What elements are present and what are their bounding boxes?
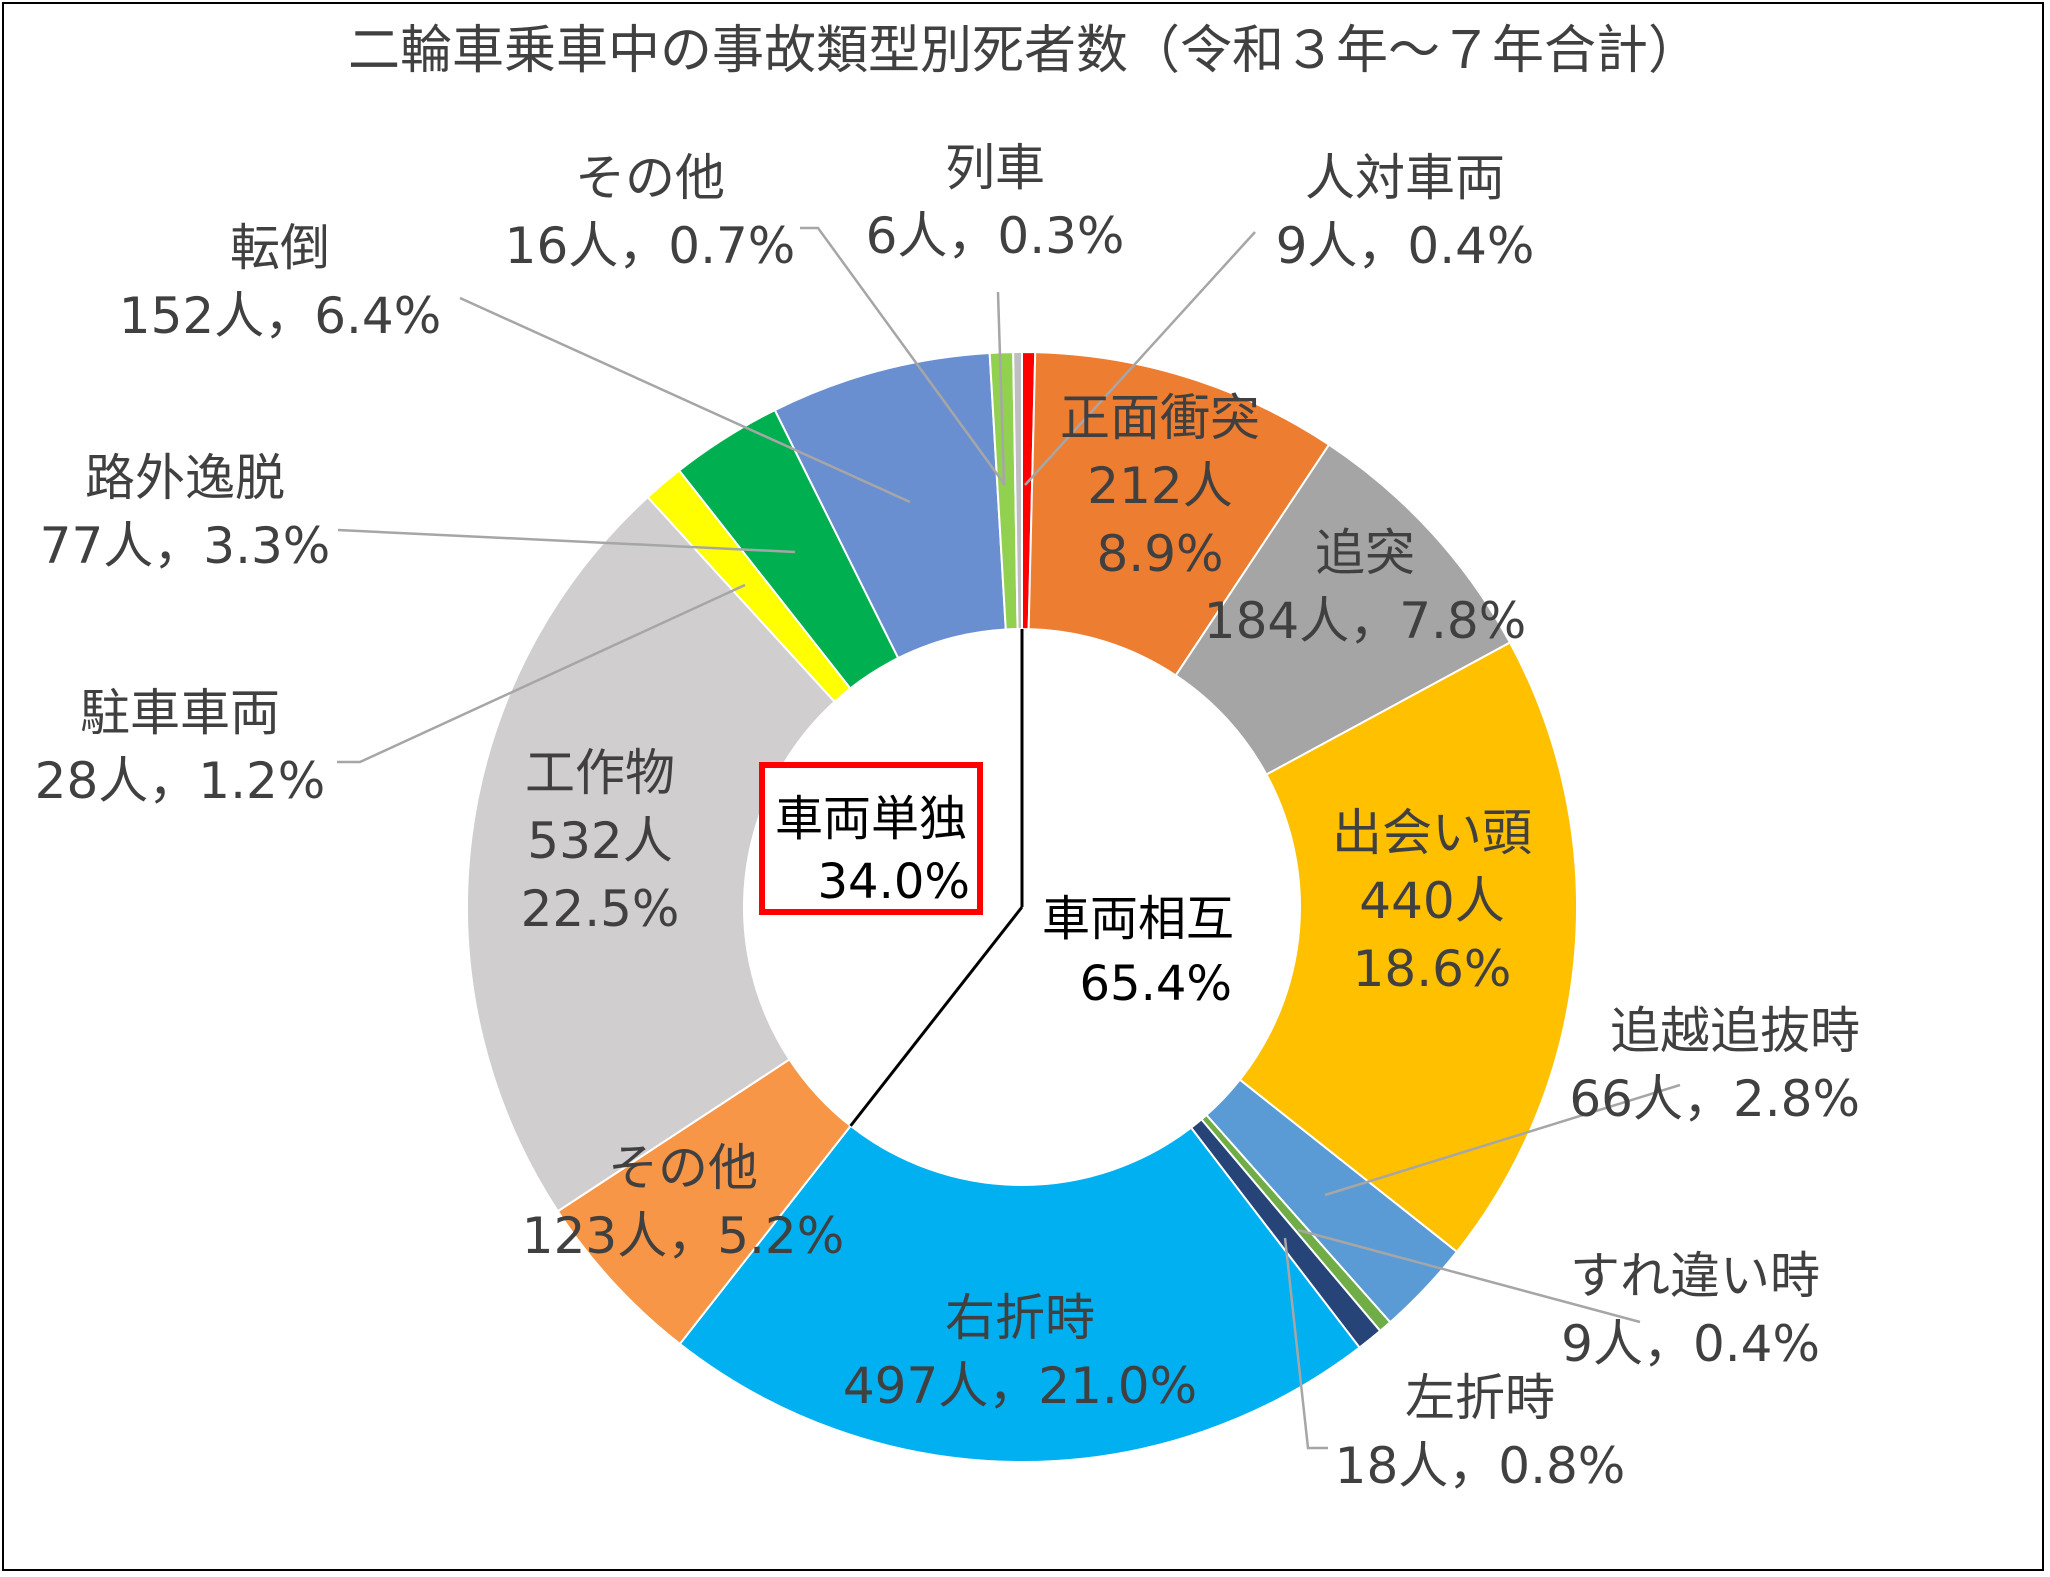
slice-label-name-10: 駐車車両 xyxy=(80,684,280,742)
slice-label-name-1: 正面衝突 xyxy=(1060,389,1260,447)
leader-line-0 xyxy=(1024,231,1256,486)
group-label-single-percent: 34.0% xyxy=(818,854,970,910)
slice-label-count-percent-13: 16人，0.7% xyxy=(505,217,796,275)
chart-title: 二輪車乗車中の事故類型別死者数（令和３年～７年合計） xyxy=(348,21,1700,81)
slice-label-percent-1: 8.9% xyxy=(1096,525,1223,583)
leader-line-6 xyxy=(1283,1237,1328,1450)
slice-label-count-percent-14: 6人，0.3% xyxy=(866,207,1125,265)
slice-9 xyxy=(466,495,836,1213)
slice-label-count-percent-6: 18人，0.8% xyxy=(1335,1437,1626,1495)
slice-label-percent-9: 22.5% xyxy=(521,880,680,938)
slice-label-name-14: 列車 xyxy=(945,139,1045,197)
leader-line-11 xyxy=(337,528,796,554)
slice-label-count-percent-11: 77人，3.3% xyxy=(40,517,331,575)
slice-label-count-percent-2: 184人，7.8% xyxy=(1204,592,1526,650)
slice-label-count-9: 532人 xyxy=(527,812,672,870)
slice-label-name-12: 転倒 xyxy=(230,219,330,277)
group-label-single-name: 車両単独 xyxy=(775,791,967,847)
leader-line-5 xyxy=(1297,1228,1641,1324)
slice-3 xyxy=(1238,641,1578,1254)
slice-label-count-percent-12: 152人，6.4% xyxy=(119,287,441,345)
slice-label-name-9: 工作物 xyxy=(525,744,675,802)
slice-label-name-2: 追突 xyxy=(1315,524,1415,582)
slice-label-name-5: すれ違い時 xyxy=(1570,1247,1820,1305)
slice-label-count-percent-0: 9人，0.4% xyxy=(1276,217,1535,275)
group-label-mutual-percent: 65.4% xyxy=(1080,956,1232,1012)
leader-line-12 xyxy=(459,296,911,504)
group-divider-0 xyxy=(849,906,1024,1127)
slice-label-name-11: 路外逸脱 xyxy=(85,449,285,507)
slice-label-name-8: その他 xyxy=(608,1139,758,1197)
leader-line-4 xyxy=(1324,1083,1681,1197)
slice-label-count-percent-5: 9人，0.4% xyxy=(1561,1315,1820,1373)
slice-label-count-percent-8: 123人，5.2% xyxy=(522,1207,844,1265)
leader-line-14 xyxy=(996,291,1006,486)
slice-label-count-percent-10: 28人，1.2% xyxy=(35,752,326,810)
slice-label-name-6: 左折時 xyxy=(1405,1369,1555,1427)
slice-label-name-3: 出会い頭 xyxy=(1332,804,1532,862)
leader-line-13 xyxy=(800,226,1007,486)
slice-label-name-4: 追越追抜時 xyxy=(1610,1002,1860,1060)
slice-label-count-3: 440人 xyxy=(1359,872,1504,930)
leader-line-10 xyxy=(337,583,746,764)
slice-label-count-percent-7: 497人，21.0% xyxy=(843,1357,1197,1415)
highlight-box xyxy=(759,762,983,915)
slice-label-count-percent-4: 66人，2.8% xyxy=(1569,1070,1860,1128)
slice-label-name-13: その他 xyxy=(575,149,725,207)
slice-label-name-0: 人対車両 xyxy=(1305,149,1505,207)
group-label-mutual-name: 車両相互 xyxy=(1042,891,1234,947)
slice-label-count-1: 212人 xyxy=(1087,457,1232,515)
slice-label-percent-3: 18.6% xyxy=(1353,940,1512,998)
slice-7 xyxy=(678,1124,1361,1463)
slice-label-name-7: 右折時 xyxy=(945,1289,1095,1347)
